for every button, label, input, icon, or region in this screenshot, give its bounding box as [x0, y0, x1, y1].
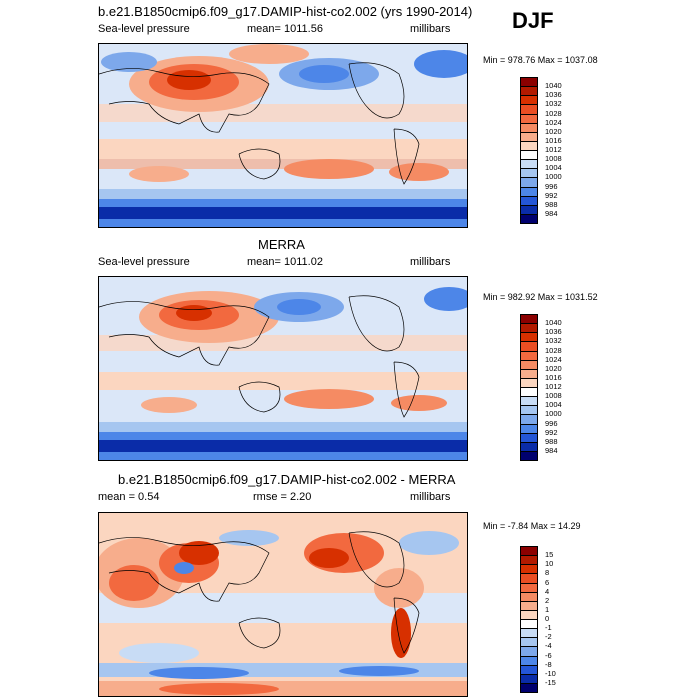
- colorbar-label: -1: [545, 623, 552, 633]
- colorbar-swatch: [520, 213, 538, 224]
- colorbar-label: 1: [545, 604, 550, 614]
- colorbar-label: 0: [545, 614, 550, 623]
- panel3-difference-map: [98, 512, 468, 697]
- panel2-units-label: millibars: [410, 256, 451, 268]
- colorbar-label: 15: [545, 550, 554, 560]
- colorbar-label: 4: [545, 586, 550, 596]
- panel1-mean-label: mean= 1011.56: [247, 23, 323, 35]
- panel1-variable-label: Sea-level pressure: [98, 23, 190, 35]
- colorbar-label: 1008: [545, 391, 562, 401]
- colorbar-label: -15: [545, 677, 556, 687]
- panel2-colorbar: 1040 1036 1032 1028 1024 1020 1016 1012 1008 1004…: [520, 314, 580, 461]
- colorbar-label: 1016: [545, 372, 562, 382]
- colorbar-label: 1032: [545, 336, 562, 346]
- colorbar-label: 1016: [545, 135, 562, 145]
- colorbar-swatch: [520, 450, 538, 461]
- colorbar-label: -8: [545, 659, 552, 669]
- colorbar-label: 1024: [545, 354, 562, 364]
- colorbar-label: 1036: [545, 327, 562, 337]
- colorbar-label: 1040: [545, 81, 562, 91]
- colorbar-label: 992: [545, 427, 558, 437]
- colorbar-label: 1008: [545, 154, 562, 164]
- panel2-variable-label: Sea-level pressure: [98, 256, 190, 268]
- colorbar-label: -10: [545, 668, 556, 678]
- panel2-title: MERRA: [258, 237, 305, 252]
- panel1-minmax: Min = 978.76 Max = 1037.08: [483, 55, 598, 65]
- colorbar-label: 1028: [545, 345, 562, 355]
- colorbar-label: 1012: [545, 145, 562, 154]
- colorbar-swatch: [520, 682, 538, 693]
- panel3-units-label: millibars: [410, 491, 451, 503]
- colorbar-label: 984: [545, 208, 558, 218]
- panel1-title: b.e21.B1850cmip6.f09_g17.DAMIP-hist-co2.…: [98, 4, 473, 19]
- panel3-mean-label: mean = 0.54: [98, 491, 160, 503]
- colorbar-label: 10: [545, 559, 554, 569]
- colorbar-label: 988: [545, 199, 558, 209]
- colorbar-label: 1040: [545, 318, 562, 328]
- colorbar-label: 1004: [545, 400, 562, 410]
- colorbar-label: 1000: [545, 172, 562, 182]
- panel1-units-label: millibars: [410, 23, 451, 35]
- colorbar-label: 2: [545, 595, 550, 605]
- panel3-minmax: Min = -7.84 Max = 14.29: [483, 521, 581, 531]
- panel3-title: b.e21.B1850cmip6.f09_g17.DAMIP-hist-co2.…: [118, 472, 456, 487]
- colorbar-label: 988: [545, 436, 558, 446]
- colorbar-label: 1004: [545, 163, 562, 173]
- colorbar-label: 1012: [545, 382, 562, 391]
- season-label: DJF: [512, 8, 554, 33]
- panel2-minmax: Min = 982.92 Max = 1031.52: [483, 292, 598, 302]
- colorbar-label: 992: [545, 190, 558, 200]
- colorbar-label: 1024: [545, 117, 562, 127]
- panel1-slp-map: [98, 43, 468, 228]
- colorbar-label: 1032: [545, 99, 562, 109]
- colorbar-label: -4: [545, 641, 552, 651]
- colorbar-label: 996: [545, 181, 558, 191]
- colorbar-label: 984: [545, 445, 558, 455]
- colorbar-label: 8: [545, 568, 550, 578]
- colorbar-label: -6: [545, 650, 552, 660]
- panel1-colorbar: 1040 1036 1032 1028 1024 1020 1016 1012 1008 1004…: [520, 77, 580, 224]
- panel2-slp-map: [98, 276, 468, 461]
- panel3-colorbar: 15 10 8 6 4 2 1 0 -1 -2 -4 -6 -8 -10 -15: [520, 546, 580, 693]
- colorbar-label: 1028: [545, 108, 562, 118]
- colorbar-label: -2: [545, 632, 552, 642]
- panel2-mean-label: mean= 1011.02: [247, 256, 323, 268]
- colorbar-label: 6: [545, 577, 550, 587]
- colorbar-label: 1020: [545, 363, 562, 373]
- colorbar-label: 996: [545, 418, 558, 428]
- colorbar-label: 1036: [545, 90, 562, 100]
- colorbar-label: 1000: [545, 409, 562, 419]
- panel3-rmse-label: rmse = 2.20: [253, 491, 312, 503]
- colorbar-label: 1020: [545, 126, 562, 136]
